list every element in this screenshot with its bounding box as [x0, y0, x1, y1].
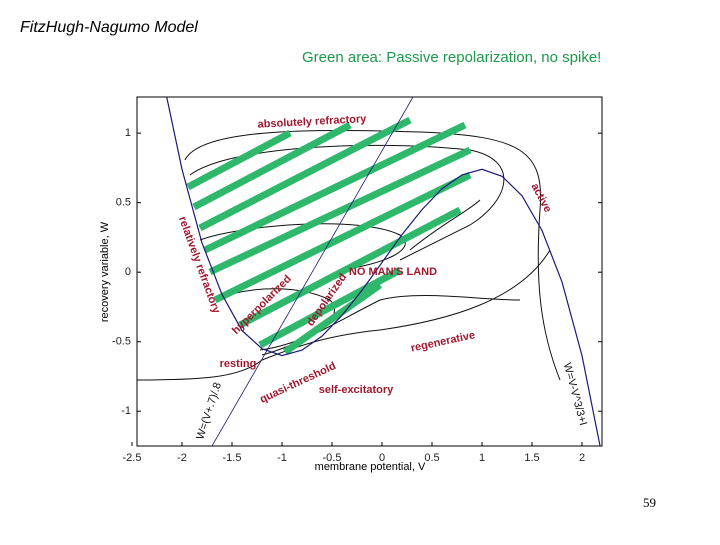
stripe	[186, 129, 292, 191]
y-tick-label: 0.5	[116, 197, 131, 209]
x-axis-label: membrane potential, V	[315, 461, 426, 473]
y-tick-label: -1	[121, 405, 131, 417]
stripe	[213, 171, 472, 304]
stripe	[198, 116, 412, 232]
stripe	[238, 206, 462, 329]
green-area	[186, 116, 472, 355]
x-tick-label: -1	[277, 452, 287, 464]
x-tick-label: 1	[479, 452, 485, 464]
y-axis-label: recovery variable, W	[99, 221, 111, 322]
x-tick-label: 0	[379, 452, 385, 464]
annotation: regenerative	[410, 329, 477, 354]
annotation: quasi-threshold	[258, 360, 338, 406]
nullclines	[166, 97, 601, 446]
x-tick-label: -2.5	[123, 452, 142, 464]
stripe	[192, 121, 352, 211]
y-tick-label: -0.5	[112, 336, 131, 348]
stripe	[258, 266, 402, 349]
nullcline	[166, 97, 601, 446]
x-tick-label: -2	[177, 452, 187, 464]
x-tick-label: 1.5	[524, 452, 539, 464]
stripe	[208, 146, 472, 276]
annotation: relatively refractory	[176, 215, 223, 316]
trajectory	[189, 144, 505, 261]
plot-frame	[136, 96, 603, 447]
trajectory	[137, 249, 551, 381]
trajectory	[184, 129, 561, 381]
x-tick-label: -0.5	[323, 452, 342, 464]
x-tick-label: 2	[579, 452, 585, 464]
y-tick-label: 0	[125, 266, 131, 278]
trajectory	[409, 199, 481, 251]
subtitle: Green area: Passive repolarization, no s…	[302, 49, 601, 66]
x-tick-label: 0.5	[424, 452, 439, 464]
y-tick-label: 1	[125, 127, 131, 139]
annotation: resting	[220, 358, 257, 370]
slide-title: FitzHugh-Nagumo Model	[20, 19, 198, 36]
annotation: NO MAN'S LAND	[349, 266, 437, 278]
nullcline	[211, 97, 414, 446]
stripe	[203, 121, 467, 254]
stripe	[282, 282, 383, 355]
page-number: 59	[643, 495, 656, 510]
x-tick-label: -1.5	[223, 452, 242, 464]
annotation: active	[528, 181, 553, 214]
annotation: absolutely refractory	[257, 113, 367, 131]
annotation: self-excitatory	[319, 384, 394, 396]
